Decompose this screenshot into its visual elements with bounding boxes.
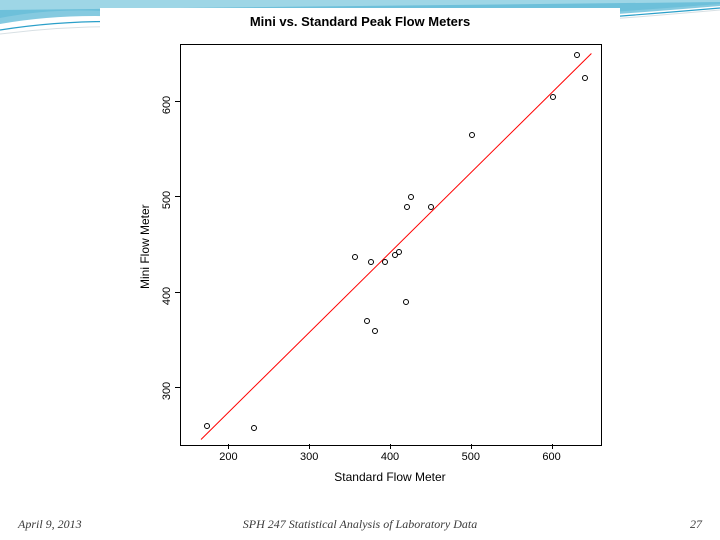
y-tick-label: 300 — [161, 382, 173, 400]
x-axis-label: Standard Flow Meter — [180, 470, 600, 484]
x-tick-label: 400 — [381, 451, 399, 463]
y-tick-mark — [175, 101, 180, 102]
x-tick-mark — [552, 444, 553, 449]
plot-area — [180, 44, 602, 446]
data-point — [404, 204, 410, 210]
x-tick-mark — [309, 444, 310, 449]
data-point — [368, 259, 374, 265]
data-point — [428, 204, 434, 210]
y-tick-label: 500 — [161, 191, 173, 209]
data-point — [550, 94, 556, 100]
data-point — [582, 75, 588, 81]
data-point — [396, 249, 402, 255]
data-point — [372, 328, 378, 334]
data-point — [408, 194, 414, 200]
y-tick-mark — [175, 387, 180, 388]
chart-container: Mini vs. Standard Peak Flow Meters Mini … — [100, 8, 620, 508]
y-tick-mark — [175, 292, 180, 293]
data-point — [364, 318, 370, 324]
x-tick-label: 200 — [219, 451, 237, 463]
y-tick-mark — [175, 196, 180, 197]
data-point — [403, 299, 409, 305]
data-point — [382, 259, 388, 265]
y-tick-label: 600 — [161, 96, 173, 114]
footer-page-number: 27 — [690, 517, 702, 532]
y-axis-label: Mini Flow Meter — [138, 204, 152, 289]
data-point — [251, 425, 257, 431]
x-tick-label: 500 — [462, 451, 480, 463]
x-tick-mark — [228, 444, 229, 449]
data-point — [204, 423, 210, 429]
y-tick-label: 400 — [161, 286, 173, 304]
data-point — [469, 132, 475, 138]
x-tick-label: 600 — [542, 451, 560, 463]
x-tick-mark — [471, 444, 472, 449]
data-point — [352, 254, 358, 260]
x-tick-mark — [390, 444, 391, 449]
data-point — [574, 52, 580, 58]
slide: Mini vs. Standard Peak Flow Meters Mini … — [0, 0, 720, 540]
slide-footer: April 9, 2013 SPH 247 Statistical Analys… — [0, 512, 720, 532]
chart-title: Mini vs. Standard Peak Flow Meters — [100, 14, 620, 29]
x-tick-label: 300 — [300, 451, 318, 463]
regression-line — [201, 54, 592, 440]
footer-title: SPH 247 Statistical Analysis of Laborato… — [0, 517, 720, 532]
